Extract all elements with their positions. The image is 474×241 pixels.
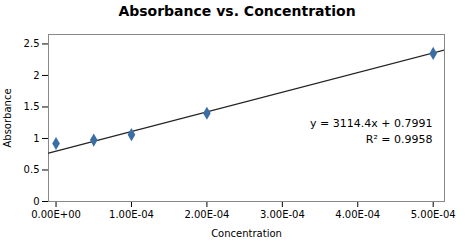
- svg-text:1.5: 1.5: [24, 101, 40, 112]
- svg-text:4.00E-04: 4.00E-04: [335, 209, 380, 220]
- svg-text:Concentration: Concentration: [211, 228, 282, 239]
- svg-text:0.5: 0.5: [24, 164, 40, 175]
- svg-text:0: 0: [33, 196, 39, 207]
- svg-text:Absorbance: Absorbance: [2, 88, 13, 147]
- svg-text:3.00E-04: 3.00E-04: [260, 209, 305, 220]
- html-text:Absorbance vs. Concentration: Absorbance vs. Concentration: [118, 3, 356, 19]
- svg-text:1.00E-04: 1.00E-04: [109, 209, 154, 220]
- svg-text:2.5: 2.5: [24, 38, 40, 49]
- svg-text:1: 1: [33, 133, 39, 144]
- svg-text:y = 3114.4x + 0.7991R² = 0.995: y = 3114.4x + 0.7991R² = 0.9958: [310, 117, 432, 145]
- svg-text:0.00E+00: 0.00E+00: [31, 209, 81, 220]
- svg-text:2: 2: [33, 70, 39, 81]
- svg-text:5.00E-04: 5.00E-04: [411, 209, 456, 220]
- svg-text:2.00E-04: 2.00E-04: [184, 209, 229, 220]
